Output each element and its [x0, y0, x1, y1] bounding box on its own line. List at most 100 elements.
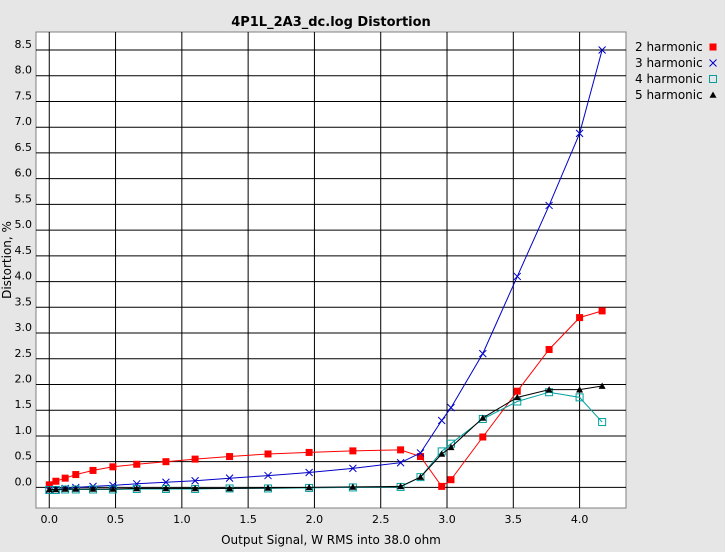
- y-tick-label: 6.5: [15, 141, 33, 154]
- data-point: [447, 443, 455, 451]
- series-line: [49, 49, 603, 491]
- series-5-harmonic: [45, 382, 606, 493]
- y-tick-label: 7.5: [15, 89, 33, 102]
- data-point: [191, 484, 199, 492]
- x-tick-label: 0.0: [41, 513, 59, 526]
- data-point: [89, 485, 97, 492]
- series-line: [49, 385, 603, 490]
- plot-area: [35, 31, 627, 509]
- data-point: [305, 448, 313, 456]
- y-tick-label: 5.5: [15, 192, 33, 205]
- series-2-harmonic: [45, 307, 606, 490]
- data-point: [513, 272, 522, 281]
- data-point: [576, 314, 584, 322]
- data-point: [545, 201, 553, 210]
- series-group: [45, 46, 607, 494]
- data-point: [52, 477, 60, 485]
- y-tick-label: 8.0: [15, 64, 33, 77]
- x-tick-label: 2.5: [372, 513, 390, 526]
- data-point: [447, 476, 455, 484]
- x-tick-label: 3.0: [438, 513, 456, 526]
- data-point: [72, 485, 80, 492]
- data-point: [225, 474, 234, 483]
- data-point: [397, 482, 405, 490]
- legend: 2 harmonic 3 harmonic 4 harmonic 5 harmonic: [635, 40, 717, 102]
- chart-title: 4P1L_2A3_dc.log Distortion: [231, 15, 431, 30]
- x-tick-label: 1.0: [173, 513, 191, 526]
- data-point: [598, 307, 606, 315]
- data-point: [349, 464, 357, 473]
- data-point: [513, 387, 521, 395]
- legend-marker: [709, 43, 717, 51]
- data-point: [162, 458, 170, 466]
- data-point: [416, 473, 424, 480]
- data-point: [109, 463, 117, 471]
- x-axis-title: Output Signal, W RMS into 38.0 ohm: [221, 533, 441, 547]
- data-point: [109, 485, 117, 492]
- data-point: [478, 349, 487, 358]
- y-tick-label: 4.0: [15, 270, 33, 283]
- data-point: [575, 393, 584, 402]
- data-point: [191, 476, 199, 485]
- data-point: [576, 386, 584, 393]
- y-tick-label: 0.5: [15, 450, 33, 463]
- y-tick-label: 0.0: [15, 475, 33, 488]
- grid: [36, 32, 626, 508]
- y-tick-label: 8.5: [15, 38, 33, 51]
- data-point: [109, 481, 117, 490]
- data-point: [191, 455, 199, 463]
- data-point: [52, 485, 60, 493]
- x-tick-label: 2.0: [306, 513, 324, 526]
- legend-label: 4 harmonic: [635, 72, 703, 86]
- data-point: [89, 466, 97, 474]
- legend-marker: [709, 75, 717, 83]
- data-point: [305, 468, 313, 477]
- y-tick-label: 3.5: [15, 295, 33, 308]
- data-point: [349, 483, 357, 490]
- data-point: [397, 446, 405, 454]
- data-point: [598, 46, 606, 54]
- data-point: [437, 416, 446, 425]
- data-point: [545, 346, 553, 354]
- data-point: [598, 418, 607, 427]
- data-point: [264, 471, 272, 480]
- data-point: [162, 484, 170, 492]
- x-tick-label: 4.0: [571, 513, 589, 526]
- data-point: [264, 484, 272, 491]
- data-point: [226, 484, 234, 492]
- data-point: [226, 453, 234, 461]
- y-tick-label: 2.5: [15, 347, 33, 360]
- data-point: [438, 450, 446, 457]
- y-tick-label: 7.0: [15, 115, 33, 128]
- x-tick-label: 0.5: [107, 513, 125, 526]
- data-point: [133, 484, 141, 492]
- y-tick-label: 6.0: [15, 167, 33, 180]
- legend-label: 3 harmonic: [635, 56, 703, 70]
- data-point: [45, 485, 53, 493]
- legend-label: 5 harmonic: [635, 88, 703, 102]
- data-point: [305, 483, 313, 491]
- data-point: [72, 471, 80, 479]
- data-point: [438, 482, 446, 490]
- x-tick-label: 1.5: [239, 513, 257, 526]
- data-point: [349, 447, 357, 455]
- y-tick-label: 4.5: [15, 244, 33, 257]
- series-line: [49, 310, 603, 488]
- data-point: [598, 382, 606, 389]
- data-point: [479, 414, 487, 421]
- data-point: [133, 460, 141, 468]
- data-point: [545, 386, 553, 393]
- y-tick-label: 3.0: [15, 321, 33, 334]
- legend-label: 2 harmonic: [635, 40, 703, 54]
- data-point: [575, 129, 584, 138]
- data-point: [162, 478, 170, 487]
- data-point: [416, 449, 425, 457]
- data-point: [396, 458, 405, 467]
- data-point: [264, 450, 272, 458]
- y-tick-label: 5.0: [15, 218, 33, 231]
- data-point: [45, 481, 53, 489]
- series-3-harmonic: [45, 46, 606, 494]
- data-point: [132, 479, 141, 488]
- data-point: [61, 485, 69, 492]
